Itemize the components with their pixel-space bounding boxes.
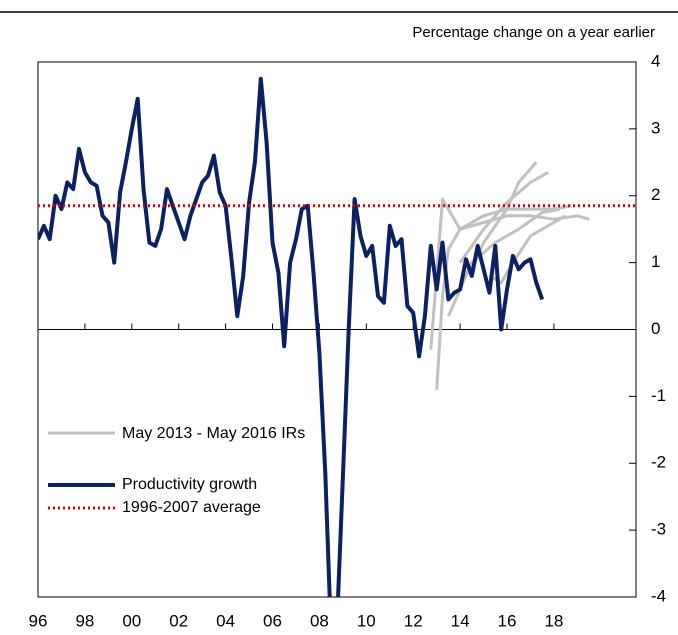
y-tick-label: 4 xyxy=(651,51,660,70)
x-tick-label: 08 xyxy=(310,611,329,630)
x-tick-label: 96 xyxy=(29,611,48,630)
x-tick-label: 14 xyxy=(451,611,470,630)
forecast-line xyxy=(429,197,590,350)
y-tick-label: 3 xyxy=(651,118,660,137)
y-tick-label: 1 xyxy=(651,252,660,271)
x-tick-label: 16 xyxy=(498,611,517,630)
y-tick-label: -2 xyxy=(651,453,666,472)
x-tick-label: 02 xyxy=(169,611,188,630)
y-tick-label: -1 xyxy=(651,386,666,405)
y-tick-label: 0 xyxy=(651,319,660,338)
x-tick-label: 18 xyxy=(544,611,563,630)
x-tick-label: 04 xyxy=(216,611,235,630)
forecast-line xyxy=(488,214,567,285)
series-line xyxy=(38,76,545,597)
y-tick-label: -4 xyxy=(651,586,666,605)
x-tick-label: 12 xyxy=(404,611,423,630)
legend-label: Productivity growth xyxy=(122,476,258,493)
x-tick-label: 10 xyxy=(357,611,376,630)
x-tick-label: 06 xyxy=(263,611,282,630)
legend-label: 1996-2007 average xyxy=(122,499,261,516)
y-tick-label: 2 xyxy=(651,185,660,204)
y-tick-label: -3 xyxy=(651,520,666,539)
forecast-line xyxy=(458,170,549,264)
x-tick-label: 98 xyxy=(75,611,94,630)
subtitle: Percentage change on a year earlier xyxy=(412,24,655,41)
plot-layer xyxy=(38,76,636,597)
legend-label: May 2013 - May 2016 IRs xyxy=(122,425,306,442)
x-tick-label: 00 xyxy=(122,611,141,630)
forecast-line xyxy=(447,207,561,317)
